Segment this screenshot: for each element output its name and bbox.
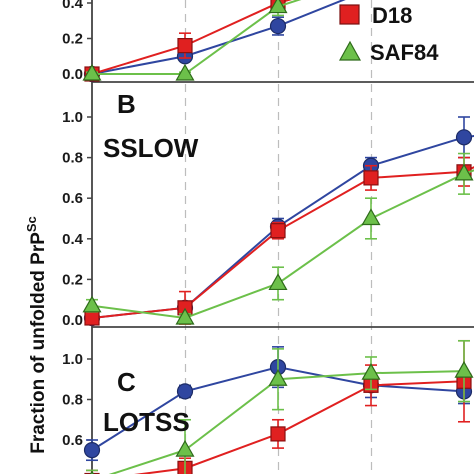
- panel-c-letter: C: [117, 367, 136, 397]
- data-layer: [82, 0, 474, 474]
- data-point-triangle: [82, 295, 102, 313]
- data-point-square: [270, 426, 286, 442]
- data-point-triangle: [268, 369, 288, 386]
- data-point-square: [177, 37, 193, 54]
- y-tick-label: 0.8: [62, 392, 83, 409]
- legend-d18-square-icon: [339, 4, 360, 25]
- series-line-square: [91, 0, 293, 75]
- panel-frame-layer: [91, 0, 474, 474]
- data-point-triangle: [268, 0, 288, 14]
- legend: D18 SAF84: [338, 3, 439, 65]
- series-line-triangle: [91, 169, 474, 319]
- panel-b-letter: B: [117, 89, 136, 119]
- data-point-square: [363, 170, 379, 186]
- series-line-circle: [91, 0, 346, 75]
- data-point-circle: [455, 129, 473, 146]
- series-line-square: [91, 166, 474, 319]
- panel-b-name: SSLOW: [103, 133, 199, 163]
- data-point-triangle: [89, 470, 95, 474]
- y-axis-label-main: Fraction of unfolded PrP: [28, 232, 49, 454]
- data-point-triangle: [82, 63, 102, 81]
- data-point-triangle: [454, 163, 474, 181]
- y-tick-label: 0.0: [62, 312, 83, 329]
- panel-c-name: LOTSS: [103, 407, 190, 437]
- data-point-triangle: [175, 439, 195, 457]
- legend-saf84-triangle-icon: [338, 40, 362, 61]
- data-point-square: [84, 310, 100, 326]
- y-tick-label: 0.4: [62, 231, 84, 248]
- tick-layer: 0.0 0.2 0.4 0.0 0.2 0.4 0.6 0.8 1.0 0.6 0.8 1.0: [62, 0, 92, 449]
- y-tick-label: 0.2: [62, 31, 83, 48]
- data-point-circle: [269, 17, 287, 35]
- y-axis-label: Fraction of unfolded PrPSc: [24, 216, 49, 454]
- y-tick-label: 0.6: [62, 432, 83, 449]
- y-tick-label: 1.0: [62, 351, 83, 368]
- data-point-triangle: [454, 360, 474, 378]
- data-point-square: [270, 223, 286, 239]
- y-axis-label-superscript: Sc: [24, 216, 39, 232]
- y-tick-label: 0.2: [62, 271, 83, 288]
- data-point-circle: [83, 442, 101, 459]
- legend-saf84-label: SAF84: [370, 40, 439, 65]
- legend-d18-label: D18: [372, 3, 412, 28]
- y-tick-label: 0.4: [62, 0, 84, 12]
- data-point-triangle: [175, 63, 195, 81]
- data-point-triangle: [361, 208, 381, 226]
- data-point-triangle: [175, 307, 195, 325]
- y-tick-label: 0.0: [62, 66, 83, 83]
- y-tick-label: 1.0: [62, 109, 83, 126]
- data-point-triangle: [361, 362, 381, 380]
- svg-text:Fraction of unfolded PrPSc: Fraction of unfolded PrPSc: [24, 216, 49, 454]
- data-point-circle: [176, 383, 194, 400]
- y-tick-label: 0.6: [62, 190, 83, 207]
- data-point-triangle: [268, 273, 288, 291]
- series-line-triangle: [92, 0, 302, 75]
- y-tick-label: 0.8: [62, 150, 83, 167]
